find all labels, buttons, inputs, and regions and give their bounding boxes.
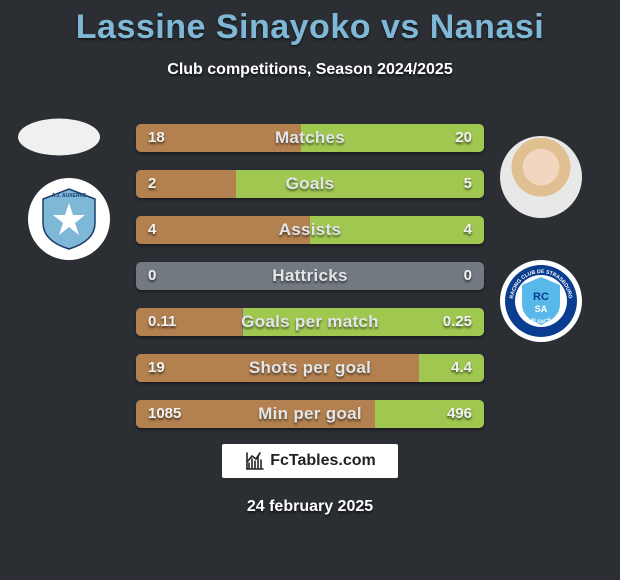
stat-row: 194.4Shots per goal bbox=[136, 354, 484, 382]
branding-badge: FcTables.com bbox=[222, 444, 398, 478]
stat-row: 00Hattricks bbox=[136, 262, 484, 290]
stat-row: 1820Matches bbox=[136, 124, 484, 152]
stat-label: Assists bbox=[136, 216, 484, 244]
stat-label: Min per goal bbox=[136, 400, 484, 428]
stat-row: 44Assists bbox=[136, 216, 484, 244]
player-left-avatar bbox=[18, 119, 100, 156]
stat-label: Goals per match bbox=[136, 308, 484, 336]
stat-label: Shots per goal bbox=[136, 354, 484, 382]
stats-container: 1820Matches 25Goals 44Assists 00Hattricks 0.… bbox=[136, 124, 484, 446]
date-label: 24 february 2025 bbox=[0, 498, 620, 516]
stat-label: Goals bbox=[136, 170, 484, 198]
svg-text:RC: RC bbox=[533, 291, 549, 303]
stat-row: 0.110.25Goals per match bbox=[136, 308, 484, 336]
branding-chart-icon bbox=[244, 450, 266, 472]
subtitle: Club competitions, Season 2024/2025 bbox=[0, 61, 620, 79]
svg-text:SA: SA bbox=[535, 304, 548, 314]
club-left-label: A.J. AUXERRE bbox=[52, 193, 87, 199]
page-title: Lassine Sinayoko vs Nanasi bbox=[0, 0, 620, 47]
player-right-avatar bbox=[500, 136, 582, 218]
branding-text: FcTables.com bbox=[270, 452, 376, 470]
club-left-badge: A.J. AUXERRE bbox=[28, 178, 110, 260]
club-right-badge: RC SA RACING CLUB DE STRASBOURG ALSACE bbox=[500, 260, 582, 342]
stat-row: 1085496Min per goal bbox=[136, 400, 484, 428]
stat-label: Matches bbox=[136, 124, 484, 152]
stat-label: Hattricks bbox=[136, 262, 484, 290]
club-right-crest-icon: RC SA RACING CLUB DE STRASBOURG ALSACE bbox=[500, 260, 582, 342]
club-left-crest-icon: A.J. AUXERRE bbox=[33, 183, 105, 255]
stat-row: 25Goals bbox=[136, 170, 484, 198]
